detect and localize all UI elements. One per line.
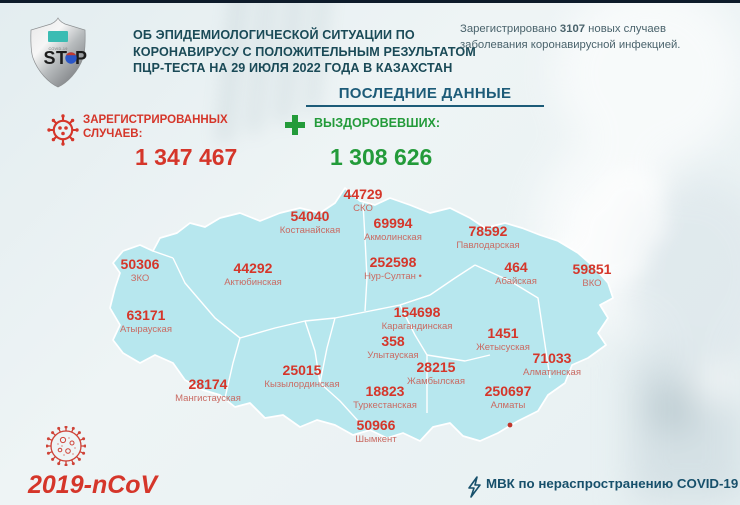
svg-text:P: P (75, 48, 87, 68)
svg-text:S: S (43, 48, 55, 68)
svg-text:COVID-19: COVID-19 (48, 47, 67, 51)
